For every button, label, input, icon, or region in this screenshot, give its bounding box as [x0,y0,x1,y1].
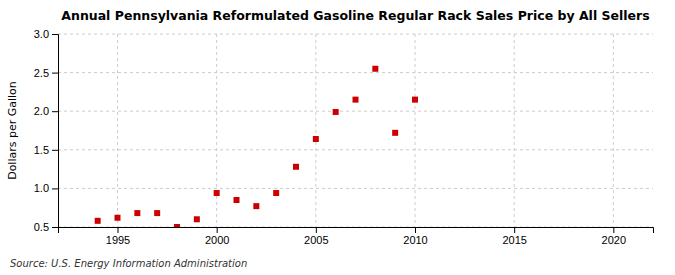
y-tick-label: 1.0 [34,182,49,194]
grid-line-x [415,34,416,227]
y-tick-mark [52,227,58,228]
x-axis-line [59,228,654,234]
point [392,130,398,136]
y-tick: 0.5 [34,221,58,233]
y-tick-mark [52,188,58,189]
y-tick: 2.5 [34,67,58,79]
point [253,203,259,209]
plot-area: 1995 2000 2005 2010 2015 2020 0.5 1.0 1.5 2.0 2.5 3… [34,28,654,246]
point [293,164,299,170]
y-axis: 0.5 1.0 1.5 2.0 2.5 3.0 [34,28,59,233]
y-tick-label: 1.5 [34,144,49,156]
x-tick-label: 2000 [205,234,229,246]
x-axis: 1995 2000 2005 2010 2015 2020 [59,227,654,246]
y-axis-title: Dollars per Gallon [6,81,19,180]
y-tick: 3.0 [34,28,58,40]
y-tick-mark [52,111,58,112]
grid-line-y [58,149,653,150]
point [134,210,140,216]
x-tick: 2015 [502,227,526,246]
chart: 1995 2000 2005 2010 2015 2020 0.5 1.0 1.5 2.0 2.5 3… [0,0,675,275]
annotation: Source: U.S. Energy Information Administ… [10,258,247,269]
x-tick-mark [613,227,614,233]
x-tick: 2000 [205,227,229,246]
y-tick: 1.0 [34,182,58,194]
x-tick-mark [118,227,119,233]
x-tick-label: 2005 [304,234,328,246]
grid-line-y [58,34,653,35]
y-tick: 1.5 [34,144,58,156]
x-tick: 1995 [106,227,130,246]
point [154,210,160,216]
grid-line-x [315,34,316,227]
x-tick-mark [316,227,317,233]
title: Annual Pennsylvania Reformulated Gasolin… [61,8,649,23]
y-tick-mark [52,73,58,74]
point [194,216,200,222]
point [333,109,339,115]
grid-line-x [613,34,614,227]
y-tick: 2.0 [34,105,58,117]
y-tick-mark [52,150,58,151]
x-tick: 2020 [602,227,626,246]
point [95,218,101,224]
x-tick: 2005 [304,227,328,246]
point [234,197,240,203]
x-tick-label: 2020 [602,234,626,246]
x-tick: 2010 [403,227,427,246]
point [412,97,418,103]
y-tick-label: 2.0 [34,105,49,117]
points [95,66,418,227]
y-axis-line [52,35,59,228]
y-tick-label: 0.5 [34,221,49,233]
x-tick-label: 1995 [106,234,130,246]
grid [58,34,653,227]
point [313,136,319,142]
grid-line-y [58,111,653,112]
y-tick-label: 2.5 [34,67,49,79]
point [353,97,359,103]
chart-container: 1995 2000 2005 2010 2015 2020 0.5 1.0 1.5 2.0 2.5 3… [0,0,675,275]
grid-line-x [117,34,118,227]
x-tick-mark [514,227,515,233]
point [174,224,180,227]
point [214,190,220,196]
point [372,66,378,72]
x-tick-label: 2010 [403,234,427,246]
y-tick-label: 3.0 [34,28,49,40]
x-tick-label: 2015 [502,234,526,246]
grid-line-y [58,188,653,189]
grid-line-x [216,34,217,227]
grid-line-x [514,34,515,227]
x-tick-mark [217,227,218,233]
x-tick-mark [415,227,416,233]
grid-line-y [58,72,653,73]
y-tick-mark [52,34,58,35]
point [115,215,121,221]
point [273,190,279,196]
